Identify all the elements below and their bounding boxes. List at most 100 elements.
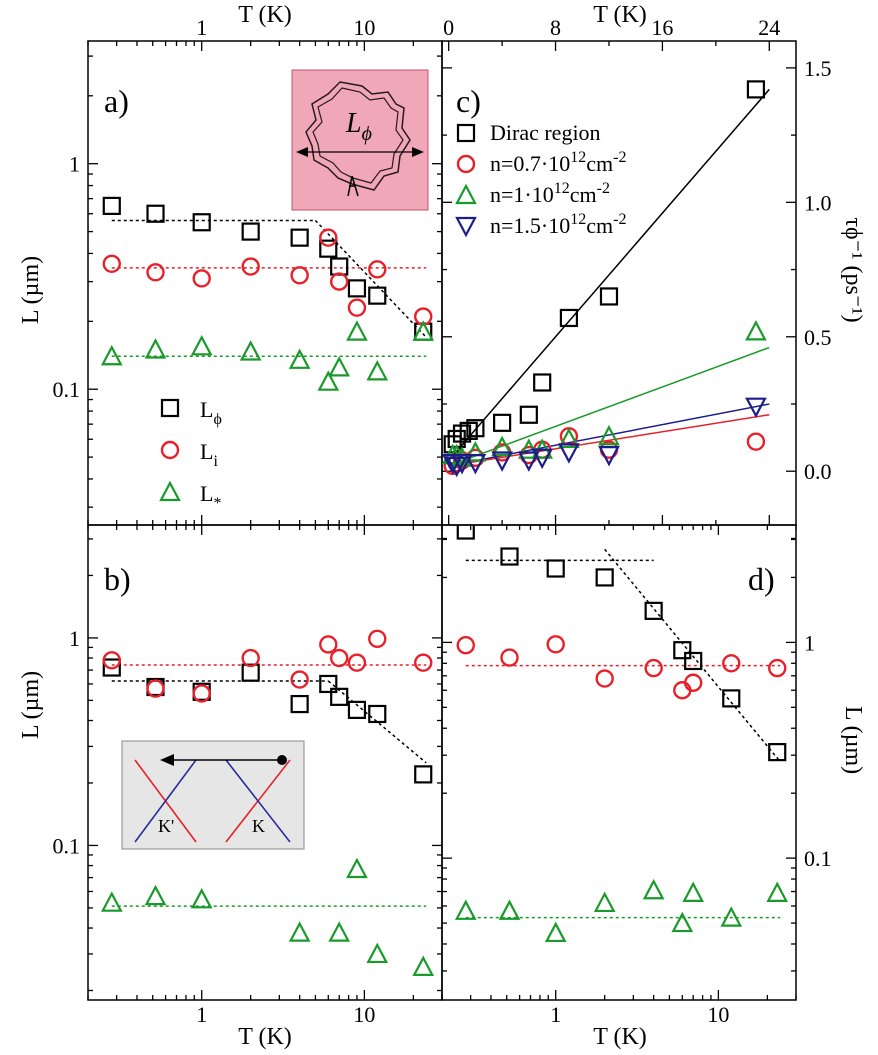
- data-point: [644, 658, 663, 678]
- fit-line: [604, 548, 781, 763]
- fit-line: [448, 414, 770, 467]
- x-tick-label: 0: [443, 15, 454, 40]
- y-tick-label: 1.5: [804, 56, 832, 81]
- x-tick-label: 10: [353, 1002, 375, 1027]
- data-point: [491, 451, 513, 472]
- x-tick-label: 10: [353, 15, 375, 40]
- panel-a-ylabel: L (µm): [18, 256, 44, 324]
- data-point: [347, 700, 367, 719]
- legend-marker: [160, 398, 180, 418]
- data-point: [328, 356, 351, 377]
- x-ticks: 0 8 16 24: [443, 15, 780, 525]
- series-2: [100, 857, 435, 976]
- inset-b-arrow-head: [160, 754, 174, 766]
- data-point: [412, 320, 435, 341]
- panel-b-plot: 1 100.11: [53, 525, 443, 1027]
- data-point: [766, 881, 789, 902]
- data-point: [241, 222, 260, 241]
- data-point: [144, 338, 167, 359]
- data-point: [451, 454, 473, 475]
- legend-marker: [455, 216, 477, 238]
- panel-c-label: c): [456, 83, 481, 119]
- y-tick-label: 0.1: [804, 846, 832, 871]
- y-ticks: 0.11: [442, 538, 832, 972]
- legend-label-sub: *: [213, 495, 221, 512]
- data-point: [102, 658, 121, 677]
- data-point: [347, 298, 367, 317]
- data-point: [368, 286, 387, 305]
- data-point: [146, 263, 165, 282]
- inset-a-loop-outer: [305, 81, 411, 191]
- data-point: [498, 899, 521, 920]
- inset-a-arrow-right-head: [412, 147, 424, 157]
- data-point: [319, 635, 338, 654]
- legend-label-part: Dirac region: [490, 120, 601, 145]
- legend-label-part: 12: [570, 149, 586, 166]
- data-point: [544, 921, 567, 943]
- data-point: [642, 878, 665, 900]
- data-point: [745, 397, 767, 419]
- legend-label-sub: i: [213, 453, 218, 470]
- data-point: [593, 891, 616, 913]
- data-point: [330, 687, 349, 706]
- legend-label-part: -2: [597, 180, 610, 197]
- data-point: [456, 636, 475, 655]
- data-point: [290, 266, 309, 285]
- inset-b-electron-dot: [277, 755, 287, 765]
- legend-label-part: -2: [613, 211, 626, 228]
- legend-label: Li: [200, 439, 218, 470]
- data-point: [347, 653, 367, 672]
- data-point: [414, 653, 433, 672]
- y-tick-label: 1: [804, 630, 815, 655]
- data-point: [319, 228, 338, 247]
- bottom-right-xlabel: T (K): [593, 1024, 647, 1050]
- fit-line: [448, 346, 770, 467]
- data-point: [683, 673, 703, 692]
- y-ticks: 0.11: [53, 538, 442, 992]
- data-point: [500, 648, 519, 667]
- data-point: [347, 279, 367, 298]
- data-point: [102, 651, 121, 670]
- x-tick-label: 24: [758, 15, 780, 40]
- data-point: [745, 320, 767, 341]
- data-point: [100, 891, 123, 912]
- data-point: [241, 648, 260, 668]
- legend-label-part: cm: [570, 182, 597, 207]
- series-2: [100, 320, 435, 391]
- data-point: [346, 857, 368, 879]
- panel-d-label: d): [748, 561, 775, 597]
- data-point: [459, 421, 478, 440]
- x-ticks: 1 10: [87, 15, 443, 525]
- legend-label: n=1.5·1012cm-2: [490, 211, 626, 238]
- data-point: [317, 370, 340, 391]
- y-tick-label: 1.0: [804, 190, 832, 215]
- data-point: [720, 906, 743, 927]
- data-point: [290, 694, 309, 714]
- data-point: [102, 254, 121, 273]
- data-point: [192, 684, 211, 703]
- inset-b-k-label: K: [252, 816, 265, 836]
- legend-label: Dirac region: [490, 120, 601, 145]
- inset-a-background: [291, 69, 429, 211]
- legend-label-part: cm: [586, 213, 613, 238]
- data-point: [452, 424, 472, 443]
- inset-a-arrow-left-head: [296, 147, 308, 157]
- legend-label-part: -2: [613, 149, 626, 166]
- y-tick-label: 0.5: [804, 325, 832, 350]
- inset-b-background: [121, 740, 305, 850]
- data-point: [671, 911, 694, 933]
- data-point: [500, 547, 519, 566]
- data-point: [368, 260, 387, 279]
- legend-label-part: n=0.7·10: [490, 151, 570, 176]
- data-point: [288, 348, 311, 369]
- data-point: [493, 413, 512, 432]
- data-point: [722, 689, 741, 708]
- data-point: [366, 360, 389, 381]
- data-point: [531, 448, 554, 470]
- data-point: [412, 955, 435, 976]
- fit-lines: [465, 548, 781, 919]
- data-point: [100, 344, 123, 366]
- data-point: [288, 921, 311, 942]
- data-point: [598, 445, 620, 467]
